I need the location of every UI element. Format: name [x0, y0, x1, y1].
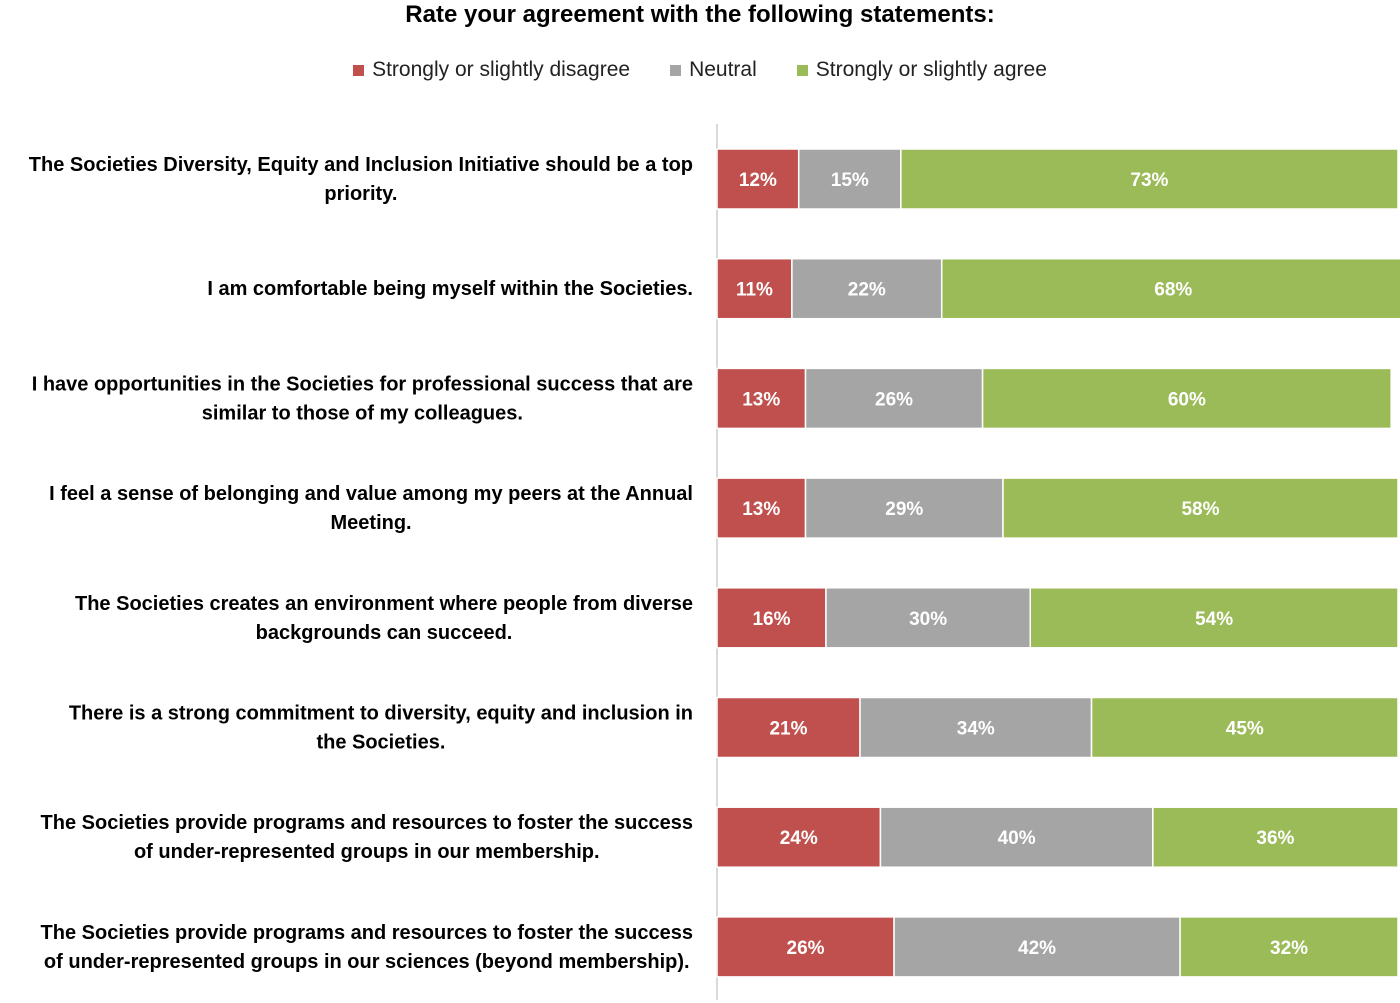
data-label-neutral: 29%: [885, 499, 923, 520]
data-label-strongly-or-slightly-agree: 45%: [1226, 719, 1264, 740]
data-label-neutral: 34%: [957, 719, 995, 740]
category-label: I feel a sense of belonging and value am…: [49, 483, 693, 534]
bar-segment-neutral: [804, 477, 1004, 539]
legend: Strongly or slightly disagree Neutral St…: [0, 58, 1400, 82]
category-label: I am comfortable being myself within the…: [207, 278, 693, 300]
category-label: There is a strong commitment to diversit…: [69, 703, 693, 754]
legend-item-neutral: Neutral: [670, 58, 757, 82]
category-label: I have opportunities in the Societies fo…: [32, 373, 693, 424]
bar-segment-strongly-or-slightly-disagree: [716, 587, 827, 649]
category-label-line: The Societies provide programs and resou…: [41, 812, 693, 834]
bar-segment-strongly-or-slightly-disagree: [716, 367, 807, 430]
bar-segment-strongly-or-slightly-disagree: [716, 257, 793, 320]
legend-label-agree: Strongly or slightly agree: [815, 58, 1047, 81]
category-label: The Societies Diversity, Equity and Incl…: [29, 154, 693, 205]
category-label-line: I am comfortable being myself within the…: [207, 278, 693, 300]
data-label-strongly-or-slightly-disagree: 16%: [752, 609, 790, 630]
bar-segment-strongly-or-slightly-agree: [1152, 806, 1399, 868]
category-label: The Societies provide programs and resou…: [41, 922, 693, 973]
legend-item-disagree: Strongly or slightly disagree: [353, 58, 630, 82]
category-label-line: I feel a sense of belonging and value am…: [49, 483, 693, 505]
data-label-strongly-or-slightly-disagree: 13%: [742, 389, 780, 410]
bar-segment-strongly-or-slightly-agree: [1029, 587, 1399, 649]
legend-swatch-agree: [796, 64, 808, 76]
data-label-strongly-or-slightly-disagree: 26%: [787, 938, 825, 959]
data-label-neutral: 22%: [848, 280, 886, 301]
bar-segment-neutral: [859, 696, 1093, 759]
data-label-strongly-or-slightly-agree: 73%: [1130, 170, 1168, 191]
legend-label-neutral: Neutral: [689, 58, 757, 81]
data-label-strongly-or-slightly-agree: 58%: [1181, 499, 1219, 520]
category-label-line: The Societies Diversity, Equity and Incl…: [29, 154, 693, 176]
bar-segment-strongly-or-slightly-agree: [1090, 696, 1399, 759]
category-label-line: of under-represented groups in our membe…: [134, 841, 600, 863]
bar-segment-strongly-or-slightly-agree: [1179, 916, 1399, 978]
data-label-strongly-or-slightly-disagree: 21%: [769, 719, 807, 740]
data-label-strongly-or-slightly-agree: 68%: [1154, 280, 1192, 301]
data-label-strongly-or-slightly-disagree: 12%: [739, 170, 777, 191]
category-label-line: the Societies.: [316, 732, 445, 754]
category-label-line: There is a strong commitment to diversit…: [69, 703, 693, 725]
bar-segment-neutral: [825, 587, 1032, 649]
data-label-strongly-or-slightly-agree: 36%: [1256, 828, 1294, 849]
data-label-strongly-or-slightly-agree: 54%: [1195, 609, 1233, 630]
data-label-strongly-or-slightly-agree: 60%: [1168, 389, 1206, 410]
data-label-neutral: 26%: [875, 389, 913, 410]
category-label: The Societies provide programs and resou…: [41, 812, 693, 863]
bar-segment-neutral: [791, 257, 943, 320]
category-label-line: of under-represented groups in our scien…: [44, 951, 690, 973]
category-label-line: Meeting.: [331, 512, 412, 534]
bar-segment-neutral: [797, 148, 902, 210]
bar-segment-strongly-or-slightly-disagree: [716, 696, 861, 759]
data-label-neutral: 42%: [1018, 938, 1056, 959]
data-label-neutral: 30%: [909, 609, 947, 630]
bar-segment-neutral: [893, 916, 1181, 978]
category-label-line: I have opportunities in the Societies fo…: [32, 373, 693, 395]
category-label-line: The Societies creates an environment whe…: [75, 593, 693, 615]
data-label-strongly-or-slightly-agree: 32%: [1270, 938, 1308, 959]
category-label: The Societies creates an environment whe…: [75, 593, 693, 644]
category-label-line: priority.: [324, 183, 397, 205]
legend-swatch-disagree: [353, 64, 365, 76]
data-label-neutral: 15%: [831, 170, 869, 191]
bar-segment-strongly-or-slightly-disagree: [716, 806, 882, 868]
data-label-strongly-or-slightly-disagree: 24%: [780, 828, 818, 849]
bar-segment-strongly-or-slightly-agree: [1002, 477, 1399, 539]
data-label-strongly-or-slightly-disagree: 13%: [742, 499, 780, 520]
bar-segment-neutral: [804, 367, 984, 430]
category-label-line: backgrounds can succeed.: [256, 622, 513, 644]
bar-segment-strongly-or-slightly-agree: [900, 148, 1399, 210]
bar-segment-strongly-or-slightly-agree: [981, 367, 1392, 430]
bar-segment-strongly-or-slightly-disagree: [716, 916, 895, 978]
legend-item-agree: Strongly or slightly agree: [796, 58, 1047, 82]
category-label-line: similar to those of my colleagues.: [202, 402, 523, 424]
legend-label-disagree: Strongly or slightly disagree: [372, 58, 631, 81]
data-label-neutral: 40%: [998, 828, 1036, 849]
chart-title: Rate your agreement with the following s…: [405, 1, 995, 28]
category-label-line: The Societies provide programs and resou…: [41, 922, 693, 944]
bar-segment-strongly-or-slightly-agree: [940, 257, 1400, 320]
data-label-strongly-or-slightly-disagree: 11%: [736, 280, 773, 301]
legend-swatch-neutral: [670, 64, 682, 76]
